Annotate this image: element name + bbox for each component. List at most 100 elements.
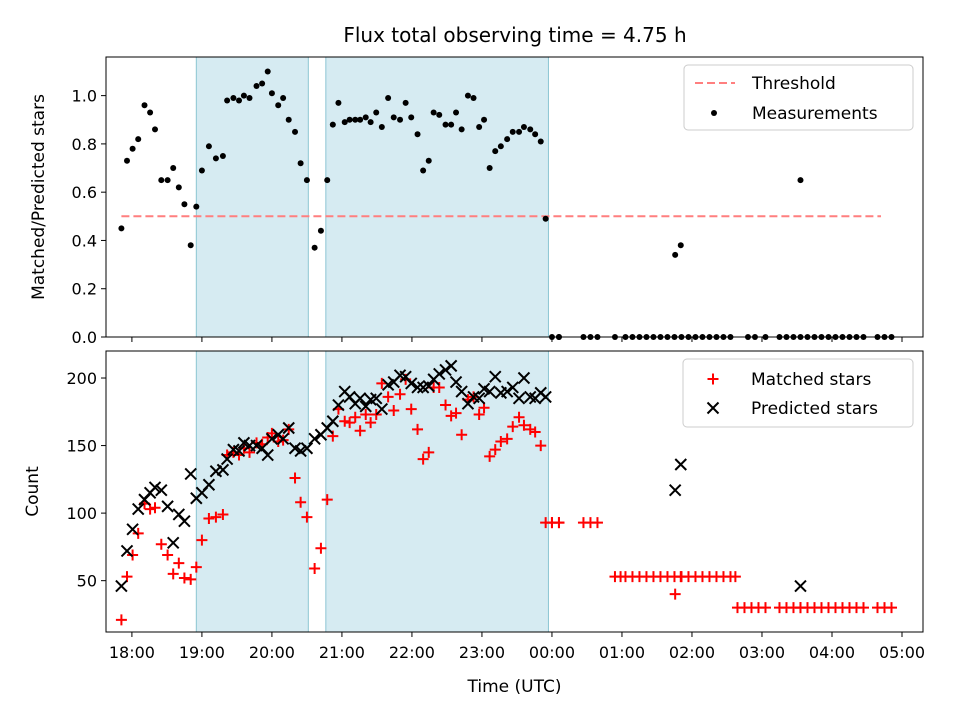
measurement-point [486,165,493,172]
matched-point [484,450,496,462]
matched-point [501,433,513,445]
predicted-point [500,385,514,398]
measurement-point [147,109,154,116]
measurement-point [414,131,421,138]
predicted-point [332,398,345,412]
measurement-point [532,131,539,138]
measurement-point [832,334,839,340]
x-tick-label: 22:00 [389,643,435,662]
matched-point [529,426,541,438]
matched-point [759,602,771,614]
matched-point [190,561,202,573]
measurement-point [699,334,706,340]
matched-point [217,508,229,520]
measurement-point [317,227,324,234]
predicted-point [433,367,446,381]
measurement-point [677,242,684,249]
measurement-point [692,334,699,340]
measurement-point [713,334,720,340]
predicted-point [126,523,139,536]
measurement-point [129,145,136,152]
measurement-point [285,116,292,123]
matched-point [349,411,361,423]
measurement-point [874,334,881,340]
legend-measurements-label: Measurements [752,104,878,124]
matched-point [388,404,400,416]
measurement-point [509,128,516,135]
measurement-point [664,334,671,340]
x-axis-label: Time (UTC) [467,677,562,697]
predicted-point [161,500,174,513]
measurement-point [224,97,231,104]
measurement-point [453,109,460,116]
measurement-point [888,334,895,340]
matched-point [360,408,372,420]
x-tick-label: 03:00 [739,643,785,662]
predicted-point [202,478,216,491]
measurement-point [643,334,650,340]
measurement-point [402,99,409,106]
measurement-point [671,334,678,340]
measurement-point [458,126,465,133]
predicted-point [449,375,463,389]
predicted-point [167,536,180,550]
measurement-point [492,148,499,155]
y-axis-label: Matched/Predicted stars [29,94,49,300]
measurement-point [783,334,790,340]
matched-point [553,517,565,529]
predicted-point [405,377,418,390]
measurement-point [685,334,692,340]
measurement-point [672,251,679,258]
matched-point [149,502,161,514]
axes-frame [105,350,924,633]
measurement-point [346,116,353,123]
y-tick-label: 0.8 [72,135,97,154]
matched-point [155,538,167,550]
measurement-point [367,119,374,126]
measurement-point [430,109,437,116]
predicted-point [489,370,502,383]
count-panel: 50 100 150 200 18:00 19:00 20:00 21:00 22:00 23:0… [23,350,925,697]
matched-point [185,573,197,585]
predicted-point [326,415,340,428]
measurement-point [275,102,282,109]
matched-point [440,399,452,411]
measurement-point [527,126,534,133]
measurement-point [481,116,488,123]
measurement-point [236,97,243,104]
measurement-point [268,90,275,97]
measurement-point [853,334,860,340]
predicted-point [294,444,307,458]
measurement-point [436,111,443,118]
matched-point [495,436,507,448]
matched-point [507,421,519,433]
predicted-point [472,392,486,405]
y-tick-label: 0.4 [72,231,97,250]
measurement-point [762,334,769,340]
measurement-point [611,334,618,340]
measurement-point [470,95,477,102]
measurement-point [335,99,342,106]
matched-point [144,503,156,515]
measurement-point [542,215,549,222]
highlight-span [325,56,549,338]
matched-point [591,517,603,529]
legend-box [682,358,914,428]
predicted-point [668,483,682,497]
matched-point [203,513,215,525]
x-tick-label: 18:00 [109,643,155,662]
matched-point [417,453,429,465]
measurement-point [378,124,385,130]
matched-point [289,472,301,484]
measurement-point [240,92,247,99]
measurement-point [797,334,804,340]
predicted-point [184,467,197,481]
matched-point [344,417,356,429]
measurement-point [420,167,427,174]
matched-point [315,542,327,554]
measurement-point [181,201,188,208]
predicted-point [148,481,162,494]
measurement-point [818,334,825,340]
measurement-point [504,136,511,143]
